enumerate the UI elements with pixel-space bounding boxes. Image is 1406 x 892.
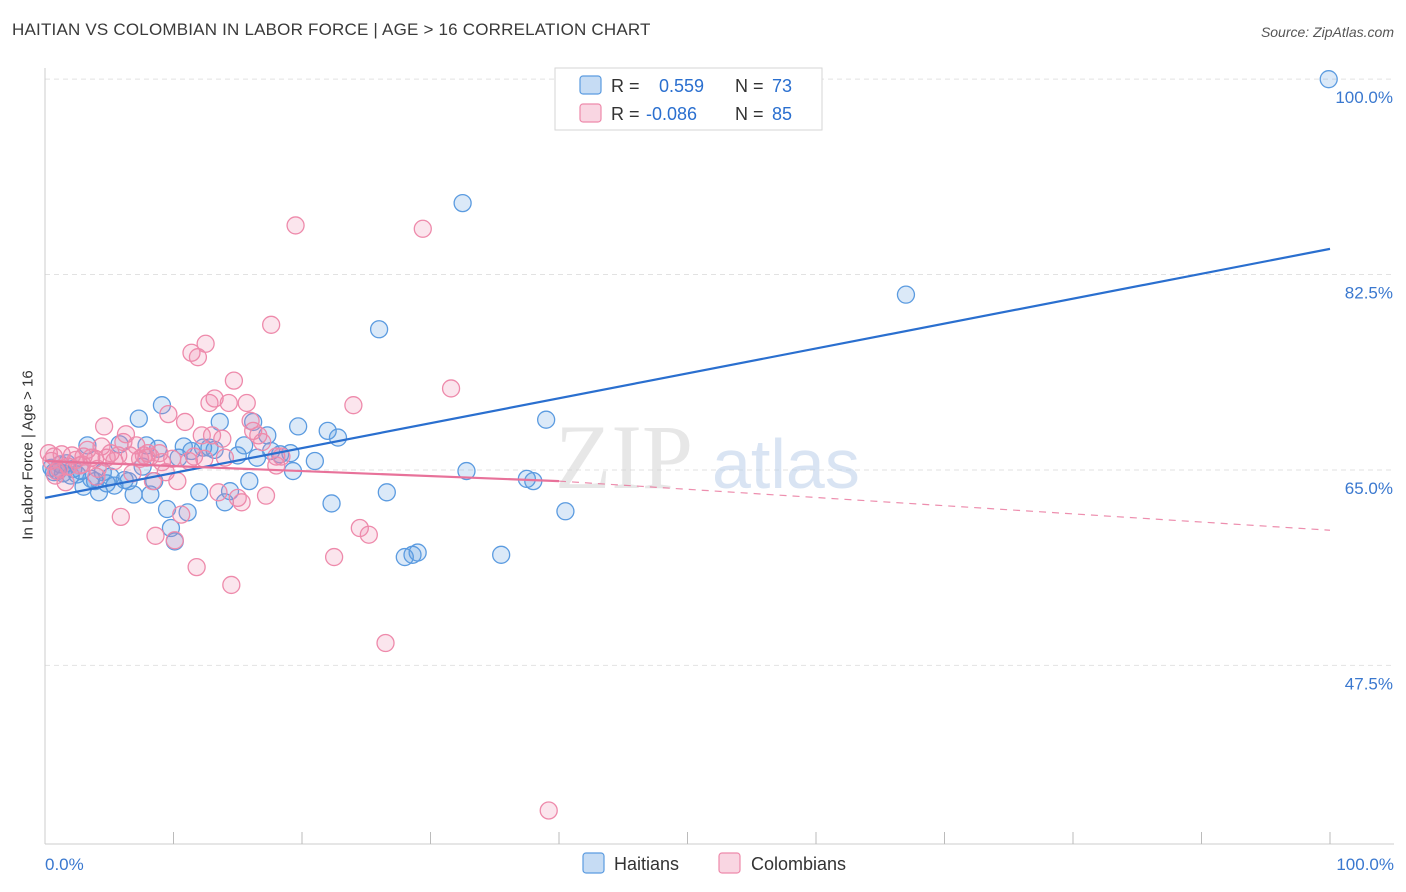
colombians-point [159,404,178,424]
colombians-point [224,371,244,390]
colombians-point [350,518,369,538]
colombians-r-value: -0.086 [646,104,697,124]
colombians-point [209,483,228,502]
haitians-point [240,471,259,491]
haitians-point [369,320,389,339]
haitians-swatch [579,75,602,95]
y-tick-label: 65.0% [1345,479,1393,498]
colombians-point [413,219,432,238]
colombians-point [196,334,215,353]
colombians-point [116,425,136,444]
colombians-point [56,473,75,492]
colombians-n-label: N = [735,104,764,124]
colombians-point [187,557,206,577]
haitians-r-value: 0.559 [659,76,704,96]
colombians-point [168,471,187,491]
x-tick-label-min: 0.0% [45,855,84,874]
colombians-swatch [579,103,602,123]
x-tick-label-max: 100.0% [1336,855,1394,874]
haitians-point [124,485,143,504]
colombians-point [87,467,106,486]
colombians-point [111,507,130,527]
colombians-point [262,315,281,334]
gridlines [45,78,1394,666]
colombians-point [267,456,286,475]
haitians-point [322,494,341,513]
x-ticks [173,832,1331,844]
haitians-point [288,417,308,436]
haitians-point [556,502,575,521]
haitians-point [141,485,160,504]
colombians-point [213,429,232,448]
colombians-point [192,426,211,445]
source-credit: Source: ZipAtlas.com [1260,24,1394,40]
legend-colombians-swatch [718,852,741,874]
colombians-point [253,432,272,452]
stats-legend: R = 0.559 N = 73 R = -0.086 N = 85 [554,67,823,131]
colombians-point [286,216,305,235]
colombians-point [232,493,251,512]
haitians-point [377,483,396,502]
colombians-point [324,547,344,567]
trend-lines [44,247,1331,531]
stats-legend-box [554,67,823,131]
haitians-point [328,428,348,447]
legend-colombians-label: Colombians [751,854,846,874]
legend-haitians-label: Haitians [614,854,679,874]
haitians-point [537,410,556,429]
haitians-n-label: N = [735,76,764,96]
watermark-zip: ZIP [555,406,693,508]
haitians-trend-line [44,247,1331,499]
haitians-point [318,421,337,441]
colombians-point [376,633,395,653]
colombians-point [441,379,461,398]
haitians-point [492,545,511,564]
colombians-points [39,216,558,820]
colombians-r-label: R = [611,104,640,124]
colombians-point [344,396,363,415]
colombians-trend-line [44,459,560,483]
colombians-trend-line-extension [558,480,1331,531]
legend-haitians-swatch [582,852,605,874]
y-tick-labels: 47.5% 65.0% 82.5% 100.0% [1335,88,1393,693]
chart-title: HAITIAN VS COLOMBIAN IN LABOR FORCE | AG… [12,20,651,39]
haitians-point [457,461,476,481]
watermark: ZIP atlas [555,406,860,508]
haitians-point [305,451,325,471]
haitians-point [190,483,209,502]
colombians-point [256,486,276,505]
haitians-r-label: R = [611,76,640,96]
colombians-point [146,526,165,545]
colombians-point [46,466,65,485]
colombians-point [222,575,241,595]
colombians-point [219,393,238,413]
colombians-point [92,437,111,456]
watermark-atlas: atlas [712,425,860,503]
series-legend: Haitians Colombians [582,852,846,874]
colombians-point [73,455,92,474]
haitians-point [896,285,916,304]
colombians-point [165,531,184,550]
haitians-point [1319,70,1338,89]
colombians-point [137,448,156,467]
colombians-point [175,412,195,432]
y-tick-label: 82.5% [1345,284,1393,303]
colombians-point [205,389,224,408]
colombians-point [172,505,191,524]
colombians-point [359,525,378,544]
haitians-point [235,436,254,455]
colombians-point [94,417,114,436]
haitians-n-value: 73 [772,76,792,96]
haitians-point [408,543,427,562]
colombians-point [237,393,256,413]
haitians-point [453,193,472,213]
colombians-point [539,801,558,820]
colombians-point [202,426,222,445]
y-tick-label: 47.5% [1345,674,1393,693]
haitians-point [129,409,148,428]
haitians-point [152,396,172,415]
colombians-n-value: 85 [772,104,792,124]
y-tick-label: 100.0% [1335,88,1393,107]
